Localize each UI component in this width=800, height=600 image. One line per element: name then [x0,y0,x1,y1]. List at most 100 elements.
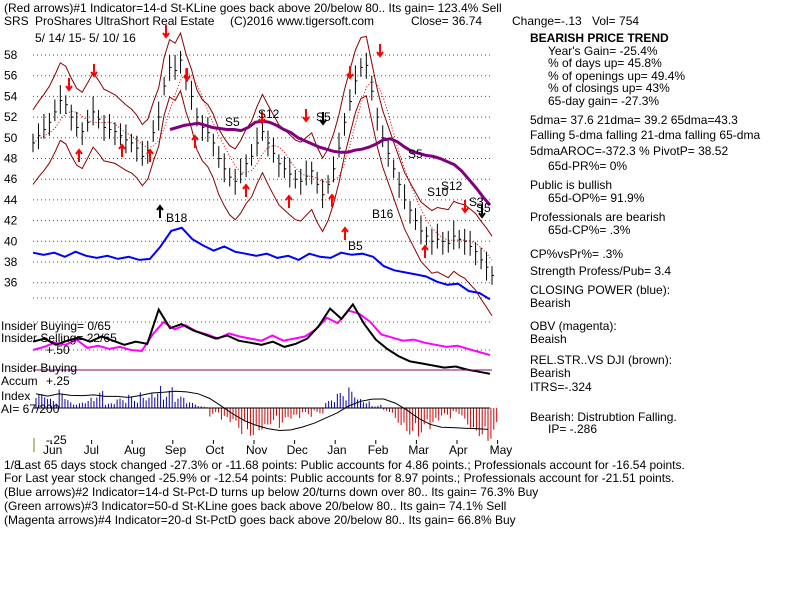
minus-25-label: -.25 [46,433,67,447]
dma-values: 5dma= 37.6 21dma= 39.2 65dma=43.3 [530,113,738,127]
relstr-line [32,302,491,375]
y-tick-label: 40 [4,234,18,248]
cp-vs-pr: CP%vsPr%= .3% [530,247,624,261]
y-tick-label: 58 [4,48,18,62]
aroc-pivot: 5dmaAROC=-372.3 % PivotP= 38.52 [530,144,729,158]
sell-arrow [258,111,266,125]
y-tick-label: 38 [4,255,18,269]
closing-power-value: Bearish [530,296,571,310]
accum-status: Bearish: Distrubtion Falling. [530,410,677,424]
x-tick-label: Apr [449,443,468,457]
pct-closings-up: % of closings up= 43% [548,81,670,95]
pr-65d: 65d-PR%= 0% [548,159,628,173]
sell-arrow [376,44,384,58]
upper-band-line [32,31,493,237]
signal-label-s5: S5 [476,201,491,215]
date-range: 5/ 14/ 15- 5/ 10/ 16 [35,31,136,45]
y-tick-label: 44 [4,193,18,207]
signal-label-b16: B16 [372,207,394,221]
signal-label-s10: S10 [427,185,449,199]
y-tick-label: 48 [4,152,18,166]
signal-label-s5: S5 [316,110,331,124]
sell-arrow [162,25,170,39]
sell-arrow [302,109,310,123]
trend-title: BEARISH PRICE TREND [530,31,669,45]
pct-openings-up: % of openings up= 49.4% [548,69,686,83]
header-name: ProShares UltraShort Real Estate [35,14,215,28]
professionals-status: Professionals are bearish [530,210,666,224]
relstr-value: Bearish [530,366,571,380]
sell-arrow [65,78,73,92]
relstr-label: REL.STR..VS DJI (brown): [530,353,673,367]
closing-power-line [32,226,491,301]
ma-65-line [169,119,492,207]
signal-label-s3: S3 [469,195,484,209]
gain-65d: 65-day gain= -27.3% [548,94,660,108]
bottom-line-5: (Magenta arrows)#4 Indicator=20-d St-Pct… [4,513,516,527]
bottom-line-3: (Blue arrows)#2 Indicator=14-d St-Pct-D … [4,485,539,499]
plus-50-label: +.50 [46,343,70,357]
op-65d: 65d-OP%= 91.9% [548,191,645,205]
sell-arrow [183,68,191,82]
x-tick-label: Nov [246,443,267,457]
x-tick-label: Oct [205,443,224,457]
signal-label-b18: B18 [166,211,188,225]
bottom-line-1: Last 65 days stock changed -27.3% or -11… [18,458,685,472]
header-vol: Vol= 754 [592,14,640,28]
falling-dma: Falling 5-dma falling 21-dma falling 65-… [530,128,761,142]
sell-arrow [461,200,469,214]
x-tick-label: Jul [84,443,99,457]
years-gain: Year's Gain= -25.4% [548,44,658,58]
buy-arrow [328,193,336,207]
header-copyright: (C)2016 www.tigersoft.com [230,14,375,28]
ai-label: AI= 67/200 [1,402,60,416]
x-tick-label: Jun [43,443,62,457]
insider-selling-ratio: Insider Selling= 22/65 [1,331,117,345]
x-tick-label: May [490,443,513,457]
accum-label: Accum [1,374,38,388]
buy-arrow [75,148,83,162]
y-tick-label: 46 [4,172,18,186]
x-tick-label: Feb [368,443,389,457]
ma-dotted-line [32,72,493,261]
x-tick-label: Mar [408,443,429,457]
bottom-line-4: (Green arrows)#3 Indicator=50-d St-KLine… [4,499,507,513]
y-tick-label: 56 [4,69,18,83]
closing-power-label: CLOSING POWER (blue): [530,283,671,297]
header-close: Close= 36.74 [411,14,483,28]
x-tick-label: Jan [327,443,346,457]
lower-band-line [32,89,493,317]
x-tick-label: Dec [287,443,308,457]
bottom-overlap: 1/8 [4,458,21,472]
pct-days-up: % of days up= 45.8% [548,56,662,70]
signal-label-b5: B5 [348,239,363,253]
signal-label-s12: S12 [441,179,463,193]
insider-buying-ratio: Insider Buying= 0/65 [1,319,111,333]
signal-label-s5: S5 [408,147,423,161]
buy-arrow [341,226,349,240]
signal-arrow-black [156,204,164,218]
buy-arrow [242,183,250,197]
buy-arrow [118,143,126,157]
signal-arrow-black [478,205,486,219]
accum-smoothed-line [35,390,489,432]
public-status: Public is bullish [530,178,613,192]
obv-label: OBV (magenta): [530,319,617,333]
header-line-1: (Red arrows)#1 Indicator=14-d St-KLine g… [4,1,502,15]
y-tick-label: 36 [4,276,18,290]
y-tick-label: 50 [4,131,18,145]
buy-arrow [285,194,293,208]
cp-65d: 65d-CP%= .3% [548,223,631,237]
x-tick-label: Sep [165,443,187,457]
bottom-line-2: For Last year stock changed -25.9% or -1… [4,471,675,485]
sell-arrow [346,66,354,80]
y-tick-label: 54 [4,89,18,103]
signal-arrow-black [319,112,327,126]
y-tick-label: 52 [4,110,18,124]
buy-arrow [146,148,154,162]
buy-arrow [191,134,199,148]
buy-arrow [421,244,429,258]
sell-arrow [90,64,98,78]
insider-buying-label: Insider Buying [1,361,78,375]
